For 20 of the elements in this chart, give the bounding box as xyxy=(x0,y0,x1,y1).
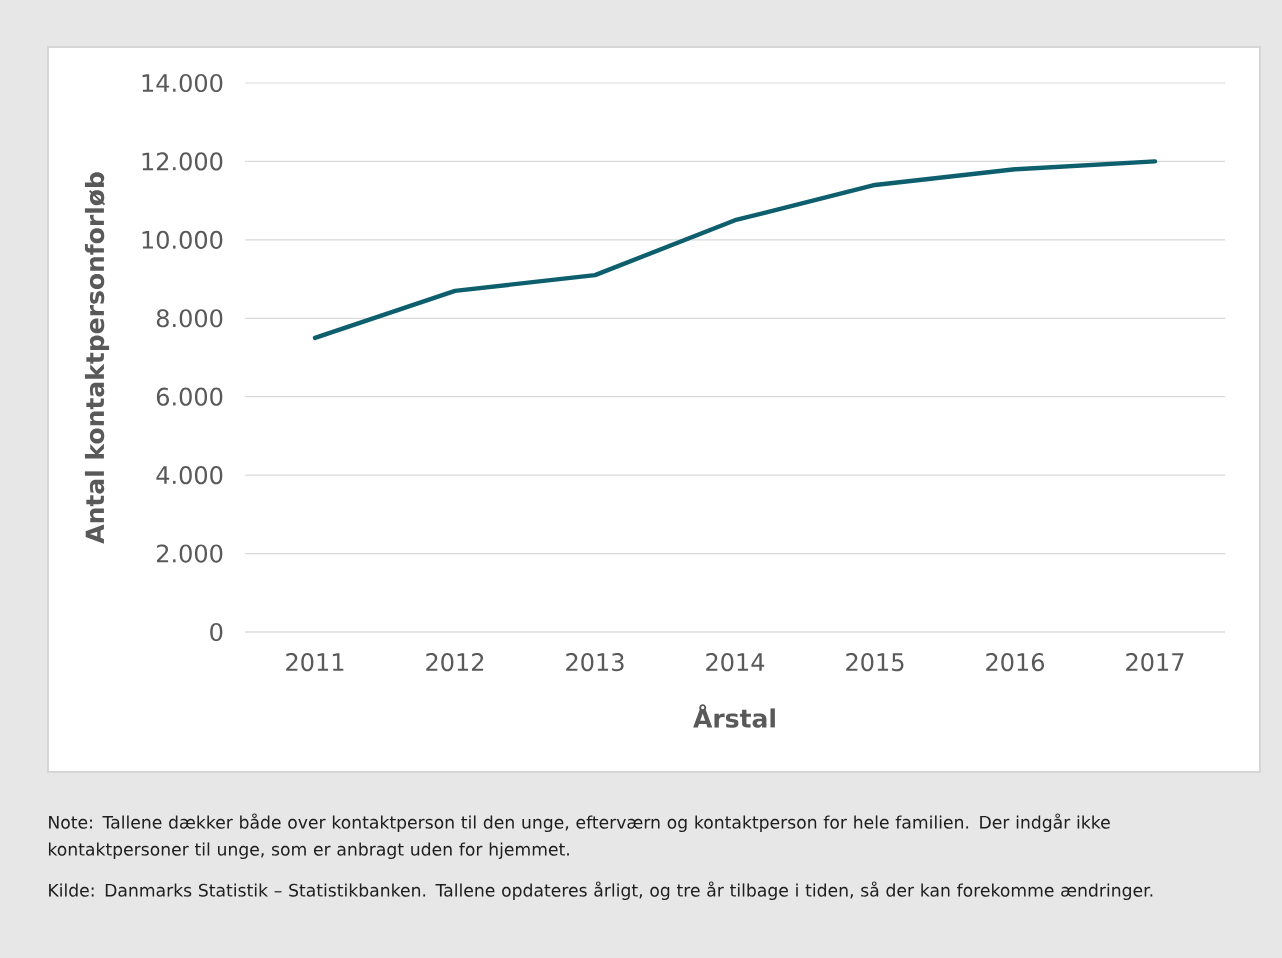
x-tick-label: 2012 xyxy=(426,653,484,672)
y-tick-label: 14.000 xyxy=(142,73,223,93)
y-tick-label: 8.000 xyxy=(156,309,223,328)
line-series xyxy=(312,159,1158,341)
y-tick-label: 4.000 xyxy=(156,466,223,485)
y-tick-label: 0 xyxy=(210,622,223,642)
x-tick-label: 2011 xyxy=(286,653,344,672)
text: Kilde: Danmarks Statistik – Statistikbanken. Tallene opdateres årligt, og tre år tilbage i tiden, så der kan forekomme ændringer. xyxy=(49,881,1153,901)
y-tick-label: 12.000 xyxy=(142,152,223,171)
text: Note: Tallene dækker både over kontaktperson til den unge, efterværn og kontaktperson for hele familien. Der indgår ikke kontaktpersoner til unge, som er anbragt uden for hjemmet. xyxy=(48,813,1110,860)
x-tick-label: 2015 xyxy=(846,653,904,672)
y-axis-title: Antal kontaktpersonforløb xyxy=(84,172,110,544)
x-axis-title: Årstal xyxy=(693,704,775,728)
x-tick-label: 2016 xyxy=(986,653,1045,672)
x-tick-label: 2017 xyxy=(1126,653,1184,672)
x-tick-label: 2013 xyxy=(566,653,624,672)
x-tick-label: 2014 xyxy=(706,653,765,672)
y-tick-label: 10.000 xyxy=(142,230,223,249)
y-tick-label: 2.000 xyxy=(156,544,223,563)
y-tick-label: 6.000 xyxy=(156,387,223,406)
